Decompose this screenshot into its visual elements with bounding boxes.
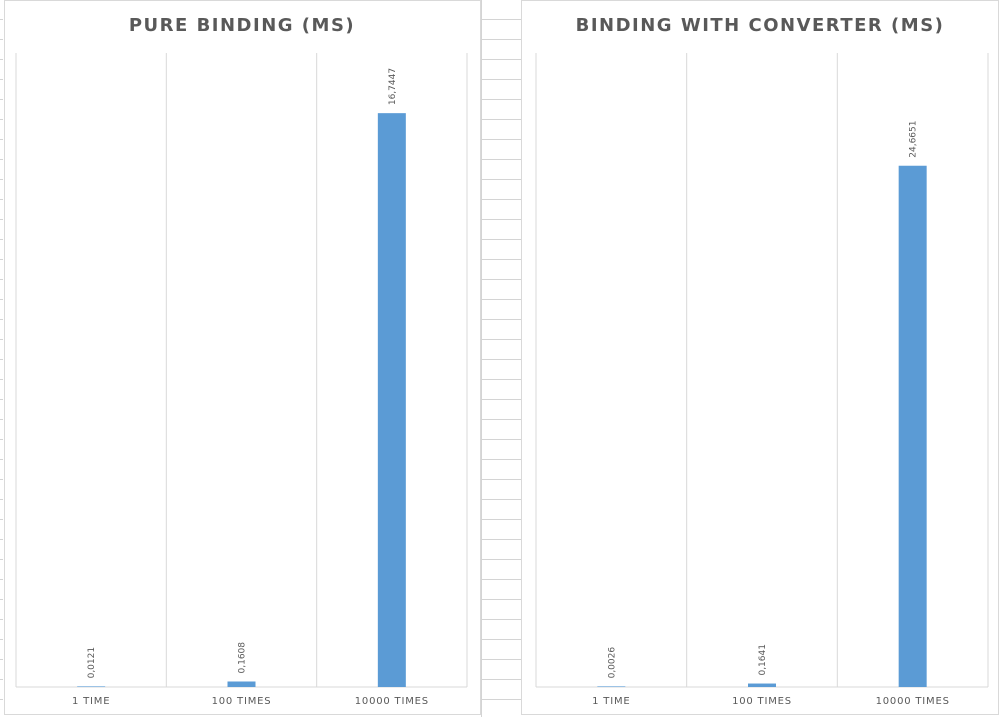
category-label: 10000 TIMES: [876, 696, 950, 707]
data-label: 0,0026: [607, 647, 617, 679]
sheet-gutter-cells: [481, 0, 522, 717]
category-label: 1 TIME: [72, 696, 110, 707]
chart-binding-with-converter-svg: BINDING WITH CONVERTER (MS) 0,0026 1 TIME…: [535, 15, 989, 707]
bar[interactable]: [898, 165, 927, 688]
data-label: 24,6651: [909, 121, 919, 158]
sheet-row-lines-left: [0, 0, 3, 717]
category-label: 100 TIMES: [732, 696, 792, 707]
category-label: 1 TIME: [592, 696, 630, 707]
bar[interactable]: [77, 686, 106, 687]
category-label: 100 TIMES: [212, 696, 272, 707]
data-label: 16,7447: [388, 68, 398, 105]
data-label: 0,1608: [238, 642, 248, 674]
chart-title: PURE BINDING (MS): [129, 15, 355, 36]
chart-title: BINDING WITH CONVERTER (MS): [576, 15, 945, 36]
chart-pure-binding[interactable]: PURE BINDING (MS) 0,0121 1 TIME 0,1608 100 …: [4, 0, 481, 715]
bar[interactable]: [597, 686, 626, 687]
chart-binding-with-converter[interactable]: BINDING WITH CONVERTER (MS) 0,0026 1 TIME…: [521, 0, 999, 715]
data-label: 0,1641: [758, 644, 768, 676]
bar[interactable]: [748, 683, 776, 687]
bar[interactable]: [377, 113, 406, 687]
chart-pure-binding-svg: PURE BINDING (MS) 0,0121 1 TIME 0,1608 100 …: [15, 15, 468, 707]
data-label: 0,0121: [87, 647, 97, 679]
category-label: 10000 TIMES: [355, 696, 429, 707]
bar[interactable]: [227, 681, 256, 687]
